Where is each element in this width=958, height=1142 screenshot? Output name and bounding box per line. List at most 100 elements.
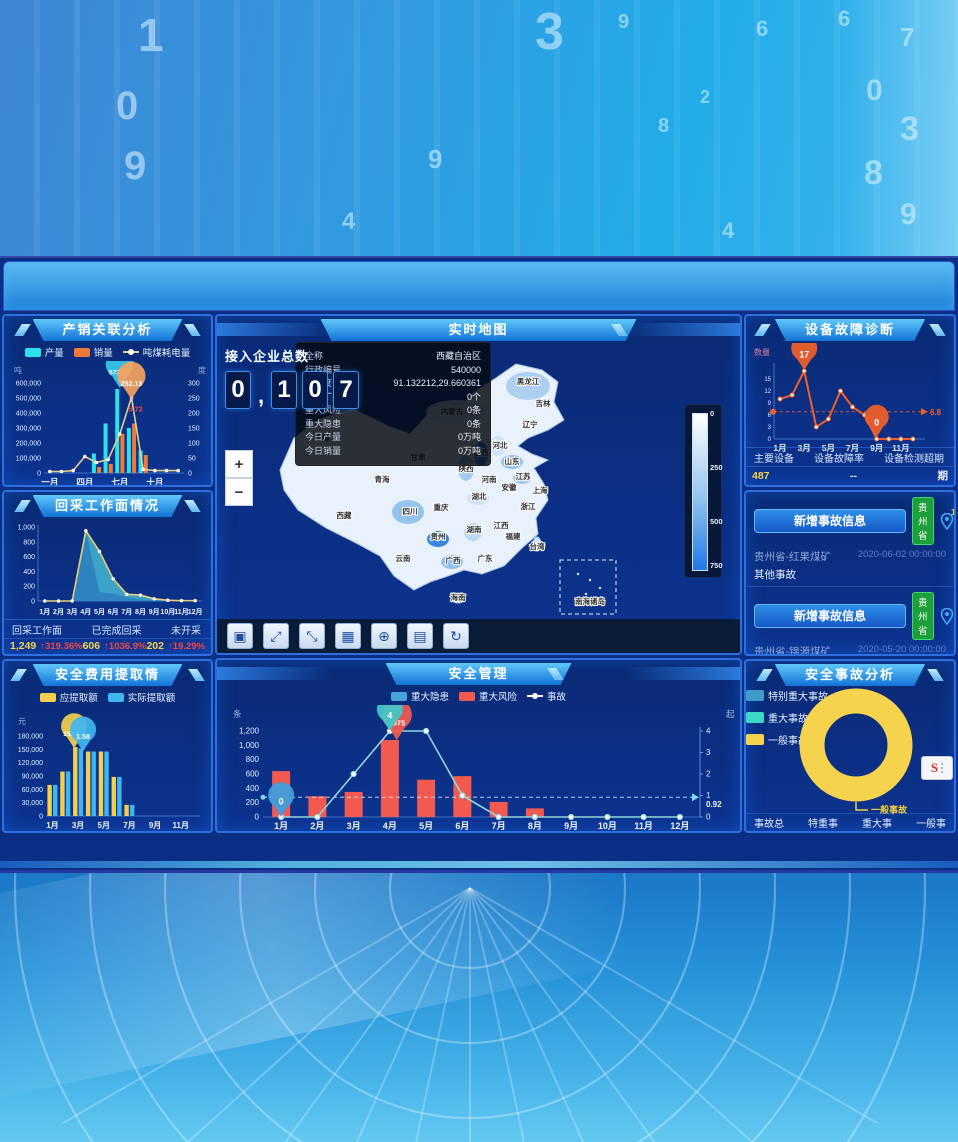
analysis-legend-item[interactable]: 特别重大事故 <box>746 688 828 703</box>
svg-text:11月: 11月 <box>892 443 910 453</box>
production-sales-chart: 0 100,000 200,000 300,000 400,000 500,000 600,… <box>14 350 206 485</box>
stat-number: -- <box>850 469 858 482</box>
legend-line-swatch <box>122 349 139 355</box>
production-legend-item[interactable]: 产量 <box>24 345 64 359</box>
header-slash-icon <box>184 500 201 512</box>
tooltip-value: 0条 <box>466 405 481 415</box>
legend-swatch <box>390 691 407 701</box>
stat-label: 回采工作面 <box>12 626 62 637</box>
map-zoom-controls: + − <box>225 450 253 506</box>
production-legend-item[interactable]: 吨煤耗电量 <box>122 345 191 359</box>
layers-icon[interactable]: ▦ <box>335 623 361 649</box>
province-label: 河北 <box>493 440 508 450</box>
light-streaks <box>0 0 958 258</box>
stat-number: 1,249 <box>10 640 37 652</box>
panel-equipment-fault: 设备故障诊断 0 3 6 9 12 15 数量 1月 3月 5月 7月 9月 11月 6.8 17 0 主要设… <box>744 314 956 487</box>
panel-title: 安全事故分析 <box>775 664 925 686</box>
svg-text:6月: 6月 <box>108 608 119 616</box>
tooltip-label: 行政编号 <box>305 364 342 375</box>
svg-text:吨: 吨 <box>14 365 22 375</box>
stat-label: 特重事 <box>808 819 838 830</box>
zoom-out-button[interactable]: − <box>225 478 253 506</box>
fee-legend-item[interactable]: 应提取额 <box>39 690 98 704</box>
province-label: 福建 <box>505 531 521 541</box>
mgmt-legend-item[interactable]: 重大风险 <box>458 689 517 703</box>
counter-comma: , <box>257 383 265 408</box>
compress-icon[interactable]: ⤡ <box>299 623 325 649</box>
svg-text:5月: 5月 <box>94 608 105 616</box>
accident-description: 其他事故 <box>754 569 796 581</box>
svg-text:15: 15 <box>764 377 771 383</box>
svg-text:9月: 9月 <box>870 443 883 453</box>
svg-text:度: 度 <box>198 365 206 375</box>
svg-text:12月: 12月 <box>188 608 203 616</box>
stat-value: ↑1036.9%202 <box>104 640 164 652</box>
stat-delta: ↑1036.9% <box>104 641 147 652</box>
equipment-fault-stats: 主要设备 设备故障率 设备检测超期 487 -- 期 <box>746 447 954 485</box>
stat-label: 事故总 <box>754 819 784 830</box>
svg-text:5月: 5月 <box>98 821 110 830</box>
zoom-in-button[interactable]: + <box>225 450 253 478</box>
accident-info-button[interactable]: 新增事故信息 <box>754 604 906 628</box>
svg-text:12: 12 <box>764 389 771 395</box>
province-label: 湖南 <box>467 524 482 534</box>
svg-text:11月: 11月 <box>174 608 188 616</box>
svg-text:90,000: 90,000 <box>22 774 44 781</box>
svg-text:120,000: 120,000 <box>18 760 43 767</box>
background-digit: 0 <box>116 84 139 128</box>
background-digit: 0 <box>866 74 883 107</box>
svg-text:0: 0 <box>39 814 43 821</box>
dashboard-bottom-glow <box>0 861 958 868</box>
analysis-legend-item[interactable]: 重大事故 <box>746 710 808 725</box>
floating-tool-widget[interactable]: S <box>921 756 953 780</box>
legend-label: 销量 <box>93 348 113 359</box>
expand-icon[interactable]: ⤢ <box>263 623 289 649</box>
stat-value: 1,249 <box>10 640 36 652</box>
svg-text:4: 4 <box>387 711 392 721</box>
stat-number: 606 <box>82 640 101 652</box>
stat-delta: ↑19.29% <box>168 641 205 652</box>
legend-label: 吨煤耗电量 <box>142 348 191 359</box>
accident-info-button[interactable]: 新增事故信息 <box>754 509 906 533</box>
fee-legend-item[interactable]: 实际提取额 <box>107 690 175 704</box>
legend-label: 特别重大事故 <box>768 692 828 703</box>
stats-values-row: 1,249 ↑319.36%606 ↑1036.9%202 ↑19.29% <box>4 638 211 654</box>
mgmt-legend-item[interactable]: 重大隐患 <box>390 689 449 703</box>
svg-text:200: 200 <box>246 798 260 807</box>
legend-swatch <box>24 347 41 357</box>
tooltip-value: 0万吨 <box>457 445 481 456</box>
legend-dot-icon <box>532 693 538 699</box>
wireframe-globe <box>14 868 926 1142</box>
svg-text:2月: 2月 <box>53 608 64 616</box>
svg-text:4月: 4月 <box>80 608 91 616</box>
tooltip-row: 行政编号 540000 <box>305 364 481 378</box>
colorbar-tick: 500 <box>710 517 723 526</box>
production-legend-item[interactable]: 销量 <box>73 345 113 359</box>
province-label: 青海 <box>375 474 390 484</box>
province-label: 云南 <box>396 553 411 563</box>
tooltip-row: 重大隐患 0条 <box>305 418 481 432</box>
stat-label: 主要设备 <box>754 454 794 465</box>
tooltip-row: 重大风险 0条 <box>305 404 481 418</box>
background-digit: 1 <box>138 9 164 61</box>
svg-text:4: 4 <box>706 727 711 736</box>
select-icon[interactable]: ▣ <box>227 623 253 649</box>
province-label: 黑龙江 <box>517 376 540 386</box>
svg-text:400,000: 400,000 <box>16 411 41 418</box>
mining-faces-stats: 回采工作面 已完成回采 未开采 1,249 ↑319.36%606 ↑1036.9%202… <box>4 619 211 654</box>
tooltip-label: 今日产量 <box>305 432 342 442</box>
stat-label: 设备故障率 <box>814 454 864 465</box>
mgmt-legend-item[interactable]: 事故 <box>527 689 566 703</box>
panel-title: 产销关联分析 <box>33 319 183 341</box>
refresh-icon[interactable]: ↻ <box>443 623 469 649</box>
globe-icon[interactable]: ⊕ <box>371 623 397 649</box>
svg-text:17: 17 <box>799 350 809 360</box>
tooltip-value: 540000 <box>450 364 481 375</box>
province-label: 湖北 <box>472 491 487 501</box>
building-icon[interactable]: ▤ <box>407 623 433 649</box>
province-badge: 贵州省 <box>912 497 934 545</box>
safety-management-chart: 0 200 400 600 800 1,000 1,200 0 1 2 3 4 条 起 1月 2月 3月 4月 5月… <box>233 696 735 831</box>
analysis-legend-item[interactable]: 一般事故 <box>746 732 808 747</box>
